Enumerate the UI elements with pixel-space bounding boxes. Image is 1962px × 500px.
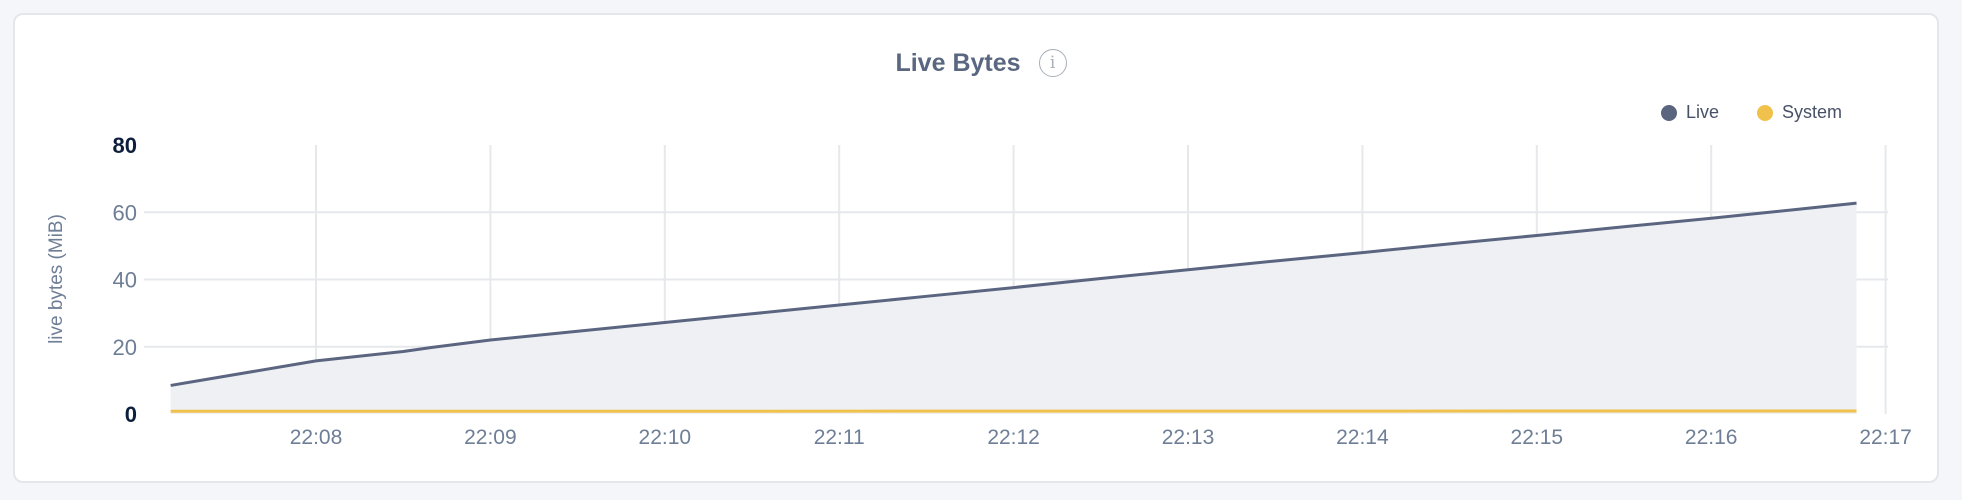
chart-title-row: Live Bytes i	[0, 48, 1962, 78]
legend: Live System	[1660, 102, 1842, 123]
line-live	[170, 201, 1857, 387]
x-tick-label: 22:11	[814, 426, 865, 449]
x-tick-label: 22:13	[1162, 426, 1215, 449]
area-live	[170, 203, 1857, 414]
legend-label-live: Live	[1685, 102, 1719, 122]
legend-item-system[interactable]: System	[1756, 102, 1842, 123]
y-tick-label: 80	[113, 133, 137, 158]
x-tick-label: 22:12	[987, 426, 1040, 449]
chart-title: Live Bytes	[895, 48, 1021, 77]
y-axis-label: live bytes (MiB)	[46, 214, 67, 344]
x-tick-label: 22:14	[1336, 426, 1389, 449]
y-tick-label: 20	[113, 335, 137, 360]
legend-swatch-live	[1660, 104, 1677, 121]
legend-label-system: System	[1781, 102, 1842, 122]
x-tick-label: 22:17	[1859, 426, 1912, 449]
legend-item-live[interactable]: Live	[1660, 102, 1719, 123]
info-icon[interactable]: i	[1038, 49, 1067, 78]
x-tick-label: 22:16	[1685, 426, 1738, 449]
x-tick-label: 22:09	[464, 426, 517, 449]
x-tick-label: 22:10	[639, 426, 692, 449]
x-tick-label: 22:08	[290, 426, 343, 449]
legend-swatch-system	[1756, 104, 1773, 121]
y-tick-label: 0	[125, 402, 137, 427]
y-tick-label: 60	[113, 200, 137, 225]
y-tick-label: 40	[113, 268, 137, 293]
x-tick-label: 22:15	[1511, 426, 1564, 449]
